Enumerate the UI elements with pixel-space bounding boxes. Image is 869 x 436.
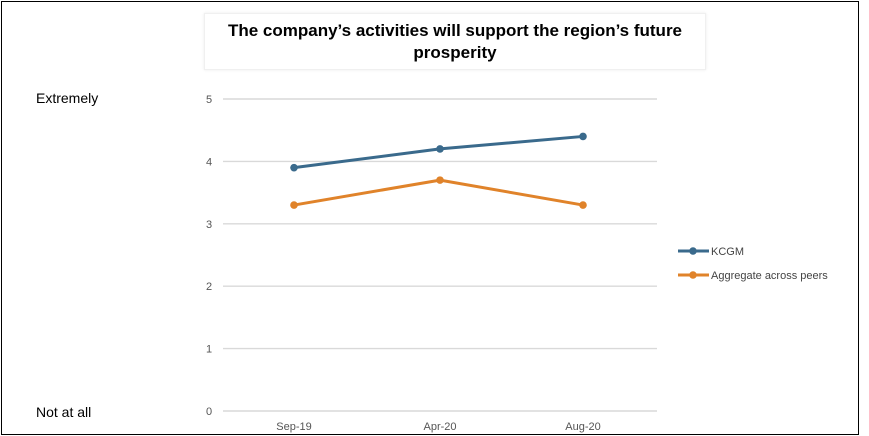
chart-title-box: The company’s activities will support th… [204,13,706,70]
y-tick-label-5: 5 [206,94,212,106]
series-1-point-1 [436,176,444,184]
legend-swatch-marker-0 [689,247,697,255]
legend-swatch-marker-1 [689,271,697,279]
y-tick-label-2: 2 [206,281,212,293]
x-tick-label-aug-20: Aug-20 [565,421,600,433]
series-0-point-2 [579,132,587,141]
y-tick-label-4: 4 [206,156,212,168]
y-tick-label-3: 3 [206,219,212,231]
scale-label-top: Extremely [36,90,99,106]
series-line-1 [293,178,584,207]
x-tick-label-sep-19: Sep-19 [276,421,311,433]
y-tick-label-0: 0 [206,406,212,418]
series-1-point-0 [290,201,298,209]
y-tick-label-1: 1 [206,344,212,356]
chart-title: The company’s activities will support th… [227,20,683,62]
x-tick-label-apr-20: Apr-20 [423,421,456,433]
series-0-point-1 [436,145,444,153]
series-0-point-0 [290,163,298,172]
line-chart: 0 1 2 3 4 5 Sep-19 Apr-20 Aug-20 KCGM Aggregate ac… [206,94,828,433]
scale-label-bottom: Not at all [36,404,92,420]
legend-label-0: KCGM [711,246,744,258]
legend-label-1: Aggregate across peers [711,270,828,282]
series-1-point-2 [579,201,587,209]
